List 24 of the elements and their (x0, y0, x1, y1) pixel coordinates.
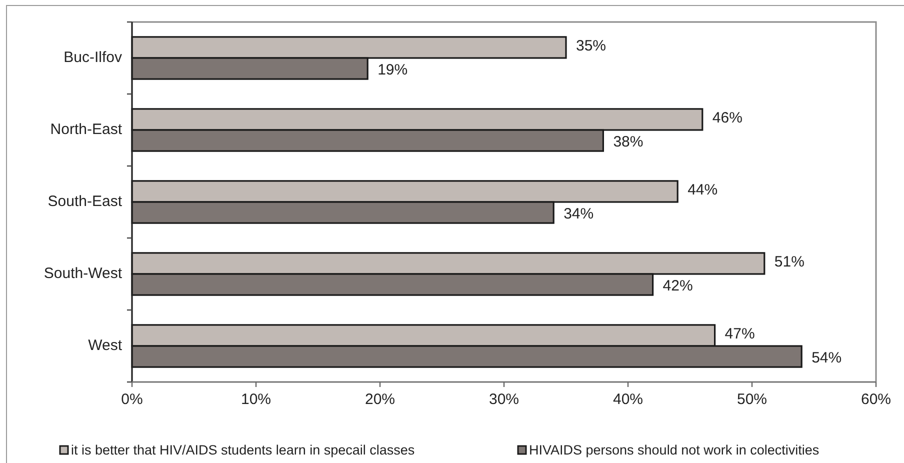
data-label: 35% (576, 37, 606, 54)
data-label: 42% (662, 278, 693, 294)
data-label: 47% (724, 325, 755, 342)
x-tick-label: 30% (488, 391, 520, 408)
x-tick-label: 20% (364, 391, 396, 408)
x-tick-label: 0% (121, 391, 143, 408)
y-tick-label: South-East (48, 192, 123, 210)
data-label: 51% (774, 253, 804, 270)
data-label: 38% (613, 134, 644, 150)
y-tick-label: West (88, 336, 123, 354)
data-label: 19% (378, 62, 408, 78)
data-label: 54% (812, 350, 842, 366)
data-label: 46% (712, 109, 742, 126)
x-tick-label: 10% (240, 391, 272, 408)
legend-label: it is better that HIV/AIDS students learn in specail classes (71, 442, 415, 458)
y-tick-label: Buc-Ilfov (64, 48, 122, 66)
y-tick-label: North-East (50, 120, 123, 138)
legend-label: HIVAIDS persons should not work in colectivities (529, 442, 820, 458)
data-label: 44% (688, 181, 718, 198)
data-label: 34% (564, 206, 594, 222)
x-tick-label: 40% (612, 391, 644, 408)
x-tick-label: 50% (736, 391, 768, 408)
x-tick-label: 60% (860, 391, 892, 408)
y-tick-label: South-West (44, 264, 123, 282)
